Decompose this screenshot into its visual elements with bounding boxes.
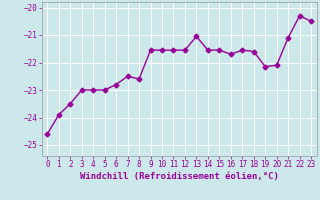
X-axis label: Windchill (Refroidissement éolien,°C): Windchill (Refroidissement éolien,°C) xyxy=(80,172,279,181)
